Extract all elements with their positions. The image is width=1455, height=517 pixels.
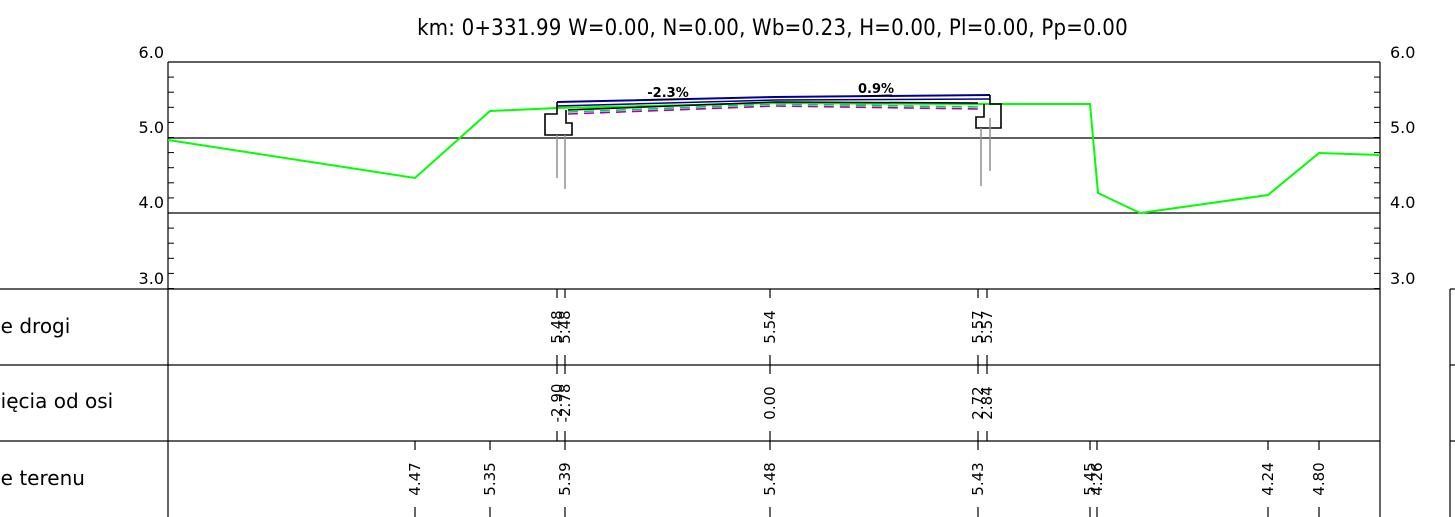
row-label-road-elevation: ne drogi [0,314,71,338]
cross-section-title: km: 0+331.99 W=0.00, N=0.00, Wb=0.23, H=… [417,16,1128,41]
subgrade-line [567,105,979,115]
left-curb [544,102,573,136]
table-value: 5.54 [761,310,779,343]
terrain-line [167,101,1381,215]
axis-labels-right: 6.0 5.0 4.0 3.0 [1390,43,1415,288]
road-top-line [556,94,991,103]
table-value: 5.48 [761,462,779,495]
slope-right-label: 0.9% [858,82,894,97]
table-value: 5.48 [548,310,566,343]
table-value: -2.78 [556,384,574,423]
right-curb [975,95,1002,129]
road-structure [544,94,1002,189]
table-value: 5.39 [556,462,574,495]
table-value: -2.90 [548,384,566,423]
right-tick-4: 4.0 [1390,193,1415,212]
row-label-offset: nięcia od osi [0,389,114,413]
table-value: 5.35 [481,462,499,495]
table-value: 2.84 [978,386,996,419]
axis-labels-left: 6.0 5.0 4.0 3.0 [139,43,164,288]
table-value: 5.48 [556,310,574,343]
table-value: 5.45 [1081,462,1099,495]
table-value: 4.80 [1310,462,1328,495]
row-label-terrain: ne terenu [0,466,85,490]
table-value: 4.47 [406,462,424,495]
table-value: 5.43 [969,462,987,495]
layer-line [567,103,979,113]
frame [0,61,1455,517]
right-tick-6: 6.0 [1390,43,1415,62]
table-value: 5.57 [978,310,996,343]
table-value: 2.72 [969,386,987,419]
table-value: 5.57 [969,310,987,343]
left-tick-6: 6.0 [139,43,164,62]
road-layer-1 [556,98,991,107]
left-tick-4: 4.0 [139,193,164,212]
road-layer-2 [567,101,979,111]
right-tick-5: 5.0 [1390,118,1415,137]
table-marks: 5.485.48 5.54 5.575.57-2.90-2.78 0.00 2.722.… [406,289,1328,517]
axis-ticks [168,61,1380,289]
right-tick-3: 3.0 [1390,269,1415,288]
table-value: 4.26 [1088,462,1106,495]
left-tick-3: 3.0 [139,269,164,288]
table-value: 0.00 [761,386,779,419]
table-value: 4.24 [1259,462,1277,495]
left-tick-5: 5.0 [139,118,164,137]
slope-left-label: -2.3% [647,86,688,101]
